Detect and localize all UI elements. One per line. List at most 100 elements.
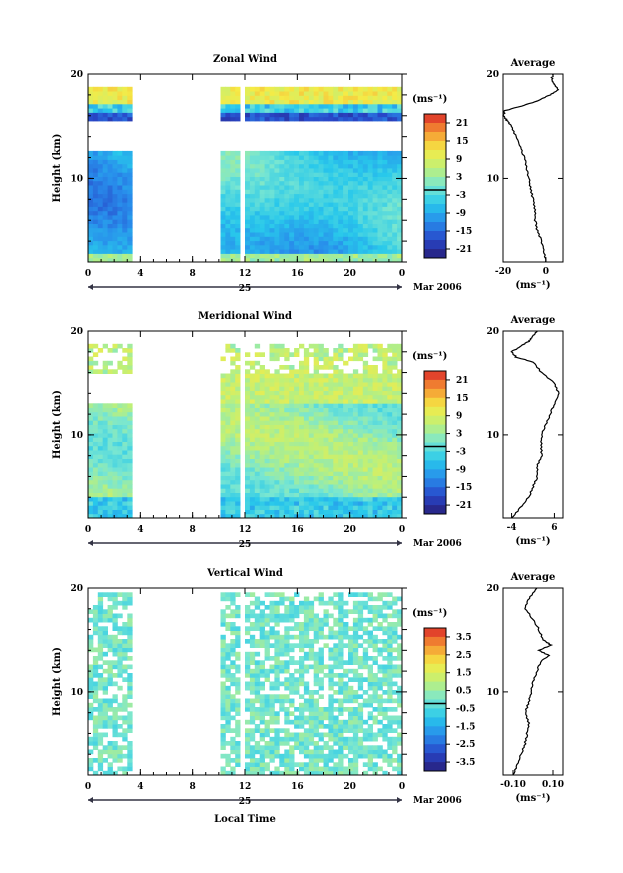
heatmap-cell [235,458,241,464]
heatmap-cell [362,394,369,400]
heatmap-cell [269,377,275,383]
heatmap-cell [308,749,315,755]
heatmap-cell [274,240,280,246]
heatmap-cell [338,219,344,224]
heatmap-cell [97,112,104,118]
heatmap-cell [279,592,285,597]
heatmap-cell [377,420,383,425]
heatmap-cell [343,698,349,704]
heatmap-cell [362,501,369,506]
heatmap-cell [318,770,324,776]
heatmap-cell [377,492,383,498]
heatmap-cell [117,656,123,661]
heatmap-cell [230,484,236,489]
heatmap-cell [328,176,334,182]
heatmap-cell [382,112,388,118]
heatmap-cell [269,227,275,233]
heatmap-cell [377,244,383,250]
heatmap-cell [235,719,241,725]
heatmap-cell [387,600,393,606]
heatmap-cell [127,168,133,173]
heatmap-cell [328,411,334,417]
heatmap-cell [294,441,300,447]
heatmap-cell [377,91,383,96]
heatmap-cell [97,244,104,250]
heatmap-cell [284,728,290,733]
heatmap-cell [299,634,305,640]
heatmap-cell [220,168,226,173]
heatmap-cell [269,108,275,113]
heatmap-cell [377,411,383,417]
heatmap-cell [294,471,300,476]
heatmap-cell [318,445,324,451]
heatmap-cell [88,694,94,699]
heatmap-cell [352,462,359,468]
heatmap-cell [102,223,108,229]
heatmap-cell [264,454,270,459]
heatmap-cell [294,407,300,413]
heatmap-cell [362,492,369,498]
heatmap-cell [367,592,373,597]
heatmap-cell [264,433,270,438]
heatmap-cell [367,630,373,636]
heatmap-cell [220,454,226,459]
heatmap-cell [338,643,344,648]
heatmap-cell [328,702,334,708]
heatmap-cell [220,428,226,434]
heatmap-cell [112,240,118,246]
heatmap-cell [303,770,310,776]
heatmap-cell [127,407,133,413]
heatmap-cell [333,600,339,606]
heatmap-cell [303,150,310,156]
heatmap-cell [392,377,398,383]
heatmap-cell [328,360,334,366]
heatmap-cell [397,766,403,772]
heatmap-cell [392,728,398,733]
heatmap-cell [303,373,310,379]
heatmap-cell [269,206,275,212]
heatmap-cell [348,390,354,396]
heatmap-cell [284,496,290,502]
heatmap-cell [377,454,383,459]
heatmap-cell [274,390,280,396]
heatmap-cell [259,253,265,259]
heatmap-cell [92,458,99,464]
heatmap-cell [264,634,270,640]
heatmap-cell [382,617,388,623]
heatmap-cell [107,501,113,506]
heatmap-cell [122,91,128,96]
heatmap-cell [254,232,261,237]
heatmap-cell [230,475,236,481]
heatmap-cell [249,660,256,665]
average-title: Average [510,315,556,326]
heatmap-cell [235,163,241,169]
heatmap-cell [97,253,104,259]
heatmap-cell [102,462,108,468]
heatmap-cell [343,707,349,712]
heatmap-cell [308,467,315,472]
heatmap-cell [269,458,275,464]
heatmap-cell [348,112,354,118]
heatmap-cell [323,458,329,464]
heatmap-cell [249,454,256,459]
heatmap-cell [313,386,319,391]
heatmap-cell [274,488,280,493]
heatmap-cell [225,501,231,506]
heatmap-cell [122,715,128,721]
heatmap-cell [357,197,364,203]
heatmap-cell [284,596,290,602]
heatmap-cell [299,488,305,493]
heatmap-cell [303,155,310,160]
heatmap-cell [102,492,108,498]
heatmap-cell [102,758,108,763]
heatmap-cell [249,501,256,506]
heatmap-cell [230,236,236,242]
heatmap-cell [235,467,241,472]
heatmap-cell [279,741,285,746]
heatmap-cell [382,505,388,510]
heatmap-cell [230,728,236,733]
heatmap-cell [235,656,241,661]
heatmap-cell [397,215,403,220]
heatmap-cell [362,728,369,733]
heatmap-cell [269,189,275,195]
